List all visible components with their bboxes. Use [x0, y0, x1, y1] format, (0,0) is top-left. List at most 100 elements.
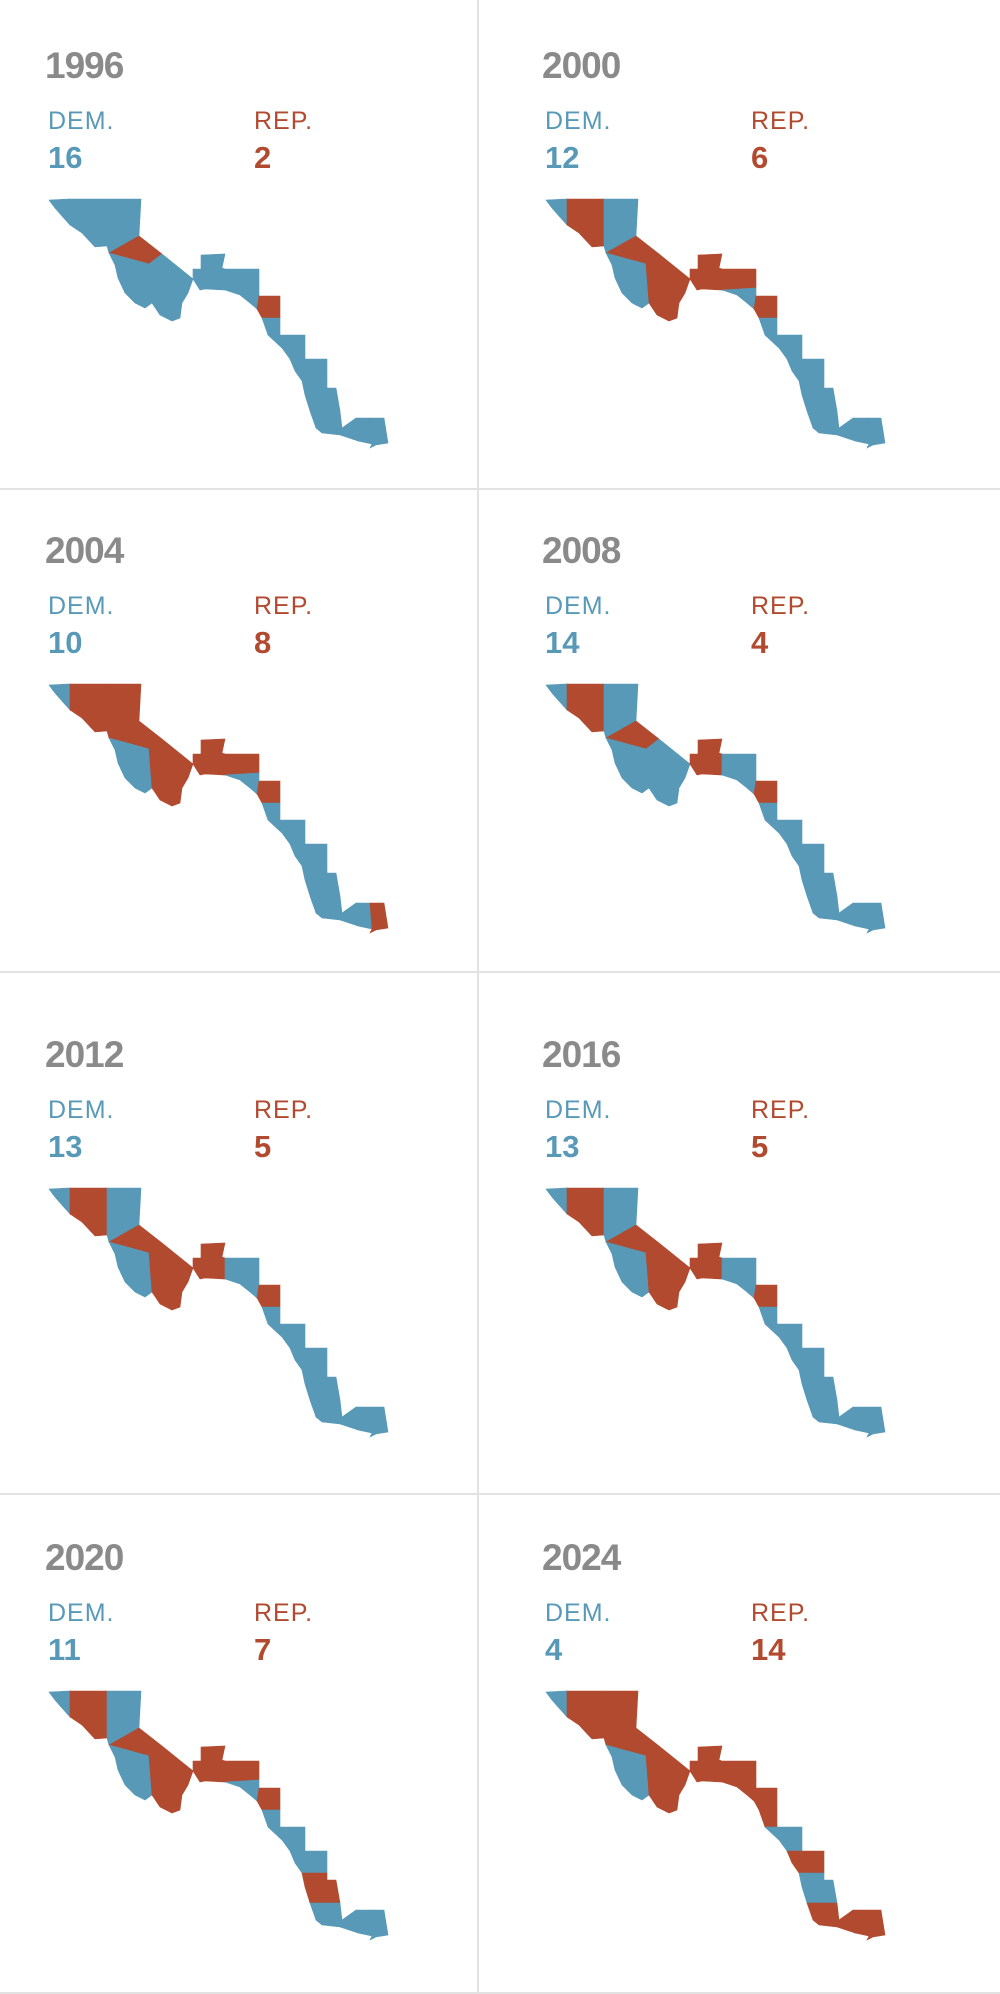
year-panel: 2024 DEM. REP. 4 14 [478, 1495, 958, 1992]
region-dem [798, 380, 838, 412]
region-dem [852, 417, 870, 445]
region-dem [764, 334, 803, 360]
region-rep [224, 1760, 260, 1783]
region-rep [192, 1745, 226, 1783]
region-dem [261, 1306, 281, 1325]
region-dem [48, 1187, 71, 1215]
year-label: 2020 [45, 1537, 124, 1578]
region-rep [852, 1909, 870, 1937]
region-dem [289, 1347, 328, 1371]
dem-count: 13 [48, 1129, 83, 1164]
region-dem [866, 417, 886, 449]
region-rep [566, 198, 605, 248]
region-dem [261, 317, 281, 336]
region-dem [369, 417, 389, 449]
border-map [48, 1690, 389, 1941]
region-dem [309, 410, 343, 429]
region-rep [645, 1745, 691, 1814]
region-dem [355, 417, 373, 445]
region-dem [764, 819, 803, 845]
region-rep [69, 1690, 108, 1740]
region-dem [309, 1399, 343, 1418]
rep-label: REP. [751, 1096, 811, 1124]
border-map [545, 1187, 886, 1438]
region-rep [689, 1242, 723, 1280]
region-rep [753, 1284, 778, 1308]
dem-count: 14 [545, 625, 580, 660]
region-dem [721, 1276, 757, 1299]
region-dem [48, 683, 71, 711]
region-dem [786, 1347, 825, 1371]
region-dem [758, 1306, 778, 1325]
dem-count: 12 [545, 140, 580, 175]
dem-label: DEM. [48, 1096, 115, 1124]
region-dem [721, 753, 757, 776]
dem-label: DEM. [48, 107, 115, 135]
region-rep [566, 1690, 605, 1740]
region-rep [721, 1779, 757, 1802]
year-panel: 2008 DEM. REP. 14 4 [478, 490, 958, 971]
region-dem [806, 410, 840, 429]
year-panel: 2000 DEM. REP. 12 6 [478, 0, 958, 488]
region-dem [261, 1809, 281, 1828]
dem-label: DEM. [545, 1599, 612, 1627]
panel-row: 1996 DEM. REP. 16 2 2000 DEM. REP. 12 6 [0, 0, 1000, 490]
region-dem [69, 198, 108, 248]
region-dem [866, 902, 886, 934]
region-dem [301, 1369, 341, 1401]
region-dem [852, 902, 870, 930]
region-rep [301, 1872, 341, 1904]
region-rep [256, 1284, 281, 1308]
region-rep [224, 753, 260, 776]
rep-count: 4 [751, 625, 769, 660]
border-map [545, 1690, 886, 1941]
rep-label: REP. [254, 592, 314, 620]
region-dem [148, 253, 194, 322]
region-dem [545, 1690, 568, 1718]
rep-label: REP. [751, 107, 811, 135]
region-rep [645, 1242, 691, 1311]
region-dem [798, 865, 838, 897]
region-rep [148, 1745, 194, 1814]
year-panel: 2012 DEM. REP. 13 5 [0, 973, 480, 1493]
region-dem [267, 819, 306, 845]
region-dem [798, 1872, 838, 1904]
dem-count: 10 [48, 625, 83, 660]
year-label: 2012 [45, 1034, 124, 1075]
region-rep [369, 902, 389, 934]
region-dem [545, 683, 568, 711]
region-rep [721, 268, 757, 291]
region-dem [355, 1909, 373, 1937]
region-rep [866, 1909, 886, 1941]
region-rep [256, 780, 281, 804]
year-label: 2004 [45, 530, 124, 571]
region-dem [806, 895, 840, 914]
rep-count: 7 [254, 1632, 272, 1667]
region-dem [309, 1902, 343, 1921]
region-dem [786, 843, 825, 867]
region-rep [69, 1187, 108, 1237]
border-map [48, 1187, 389, 1438]
region-rep [753, 780, 778, 804]
dem-label: DEM. [48, 1599, 115, 1627]
dem-label: DEM. [545, 592, 612, 620]
region-dem [764, 1826, 803, 1852]
region-dem [721, 1257, 757, 1280]
rep-label: REP. [254, 1096, 314, 1124]
dem-count: 11 [48, 1632, 81, 1667]
year-panel: 2020 DEM. REP. 11 7 [0, 1495, 480, 1992]
region-dem [224, 1779, 260, 1802]
panel-row: 2004 DEM. REP. 10 8 2008 DEM. REP. 14 4 [0, 490, 1000, 973]
region-dem [289, 358, 328, 382]
region-dem [806, 1399, 840, 1418]
region-rep [721, 1760, 757, 1783]
region-dem [758, 802, 778, 821]
dem-count: 4 [545, 1632, 563, 1667]
rep-label: REP. [254, 107, 314, 135]
year-label: 2000 [542, 45, 621, 86]
region-dem [224, 772, 260, 795]
rep-count: 5 [751, 1129, 769, 1164]
dem-label: DEM. [545, 107, 612, 135]
region-dem [224, 268, 260, 291]
dem-label: DEM. [545, 1096, 612, 1124]
